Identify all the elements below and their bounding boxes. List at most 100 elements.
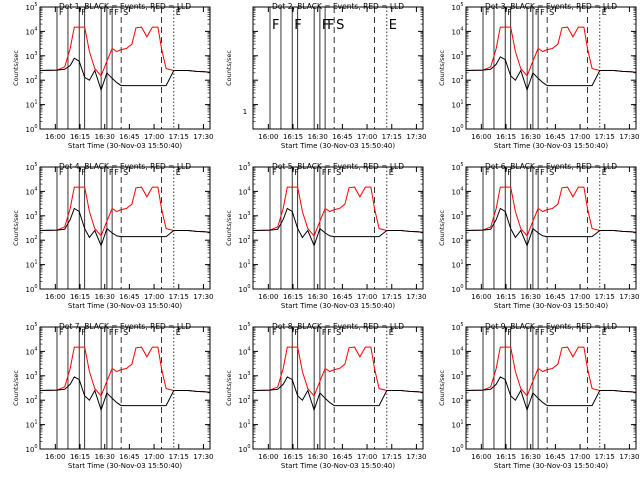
y-tick-exponent: 4	[247, 346, 250, 352]
y-tick-label: 10	[26, 262, 35, 270]
y-tick-exponent: 0	[460, 284, 463, 290]
x-axis-label: Start Time (30-Nov-03 15:50:40)	[281, 302, 395, 310]
marker-label: E	[176, 8, 181, 17]
x-tick-label: 16:30	[308, 293, 328, 301]
x-tick-label: 16:30	[521, 293, 541, 301]
x-tick-label: 16:15	[70, 133, 90, 141]
y-tick-exponent: 1	[460, 420, 463, 426]
y-tick-exponent: 0	[460, 124, 463, 130]
marker-label: E	[176, 328, 181, 337]
plot-frame	[252, 6, 424, 130]
y-tick-exponent: 3	[460, 211, 463, 217]
events-series-line	[40, 376, 210, 412]
x-tick-label: 17:15	[169, 453, 189, 461]
y-tick-label: 10	[26, 373, 35, 381]
y-tick-exponent: 4	[247, 186, 250, 192]
x-tick-label: 17:15	[382, 293, 402, 301]
x-tick-label: 17:15	[382, 453, 402, 461]
panel-title: Det 4, BLACK = Events, RED = LLD	[59, 162, 191, 171]
marker-label: S	[549, 168, 554, 177]
marker-label: F	[109, 328, 114, 337]
marker-label: E	[389, 18, 397, 33]
marker-label: F	[540, 168, 545, 177]
marker-label: F	[535, 8, 540, 17]
marker-label: F	[59, 168, 64, 177]
y-tick-exponent: 3	[34, 371, 37, 377]
series-group	[40, 26, 210, 92]
marker-label: F	[507, 8, 512, 17]
y-tick-label: 10	[239, 188, 248, 196]
y-tick-label: 10	[452, 237, 461, 245]
x-tick-label: 16:15	[496, 293, 516, 301]
x-tick-label: 16:45	[545, 293, 565, 301]
marker-label: S	[123, 328, 128, 337]
x-tick-label: 17:00	[570, 133, 590, 141]
y-tick-exponent: 2	[34, 235, 37, 241]
events-series-line	[253, 376, 423, 412]
y-axis-label: Counts/sec	[438, 210, 446, 246]
y-tick-label: 10	[26, 28, 35, 36]
y-tick-label: 10	[452, 286, 461, 294]
y-tick-label: 10	[452, 77, 461, 85]
panel-title: Det 7, BLACK = Events, RED = LLD	[59, 322, 191, 331]
panel-title: Det 3, BLACK = Events, RED = LLD	[485, 2, 617, 11]
y-tick-exponent: 0	[247, 444, 250, 450]
y-tick-label: 10	[452, 28, 461, 36]
marker-label: F	[81, 328, 86, 337]
marker-label: F	[540, 328, 545, 337]
y-tick-exponent: 5	[460, 322, 463, 328]
y-tick-exponent: 0	[34, 444, 37, 450]
y-tick-label: 10	[452, 53, 461, 61]
events-series-line	[253, 207, 423, 248]
marker-label: S	[336, 168, 341, 177]
y-tick-label: 1	[243, 108, 247, 116]
series-group	[466, 186, 636, 248]
x-tick-label: 16:30	[521, 453, 541, 461]
marker-label: F	[507, 168, 512, 177]
x-tick-label: 16:30	[308, 133, 328, 141]
events-series-line	[466, 207, 636, 248]
x-tick-label: 16:15	[496, 133, 516, 141]
y-tick-exponent: 1	[247, 420, 250, 426]
x-axis-label: Start Time (30-Nov-03 15:50:40)	[494, 302, 608, 310]
y-tick-exponent: 5	[247, 162, 250, 168]
y-tick-exponent: 2	[34, 75, 37, 81]
y-tick-exponent: 4	[460, 186, 463, 192]
marker-label: F	[327, 328, 332, 337]
marker-label: S	[123, 8, 128, 17]
y-tick-label: 10	[452, 373, 461, 381]
series-group	[40, 186, 210, 248]
y-tick-exponent: 1	[460, 100, 463, 106]
x-axis-label: Start Time (30-Nov-03 15:50:40)	[494, 462, 608, 470]
x-tick-label: 16:00	[471, 133, 491, 141]
plot-frame	[465, 166, 637, 290]
x-tick-label: 17:00	[357, 293, 377, 301]
y-tick-label: 10	[239, 373, 248, 381]
y-tick-label: 10	[26, 213, 35, 221]
x-tick-label: 17:00	[357, 453, 377, 461]
x-axis-label: Start Time (30-Nov-03 15:50:40)	[281, 462, 395, 470]
y-tick-exponent: 0	[34, 124, 37, 130]
y-axis-label: Counts/sec	[12, 210, 20, 246]
y-tick-label: 10	[452, 188, 461, 196]
y-tick-exponent: 0	[247, 284, 250, 290]
x-tick-label: 16:45	[332, 293, 352, 301]
marker-label: F	[485, 328, 490, 337]
y-tick-label: 10	[26, 4, 35, 12]
y-axis-label: Counts/sec	[225, 370, 233, 406]
detector-panel-2: 1 16:00 16:15 16:30 16:45 17:00 17:15 17:30 Coun…	[225, 2, 427, 150]
panel-title: Det 9, BLACK = Events, RED = LLD	[485, 322, 617, 331]
events-series-line	[466, 376, 636, 412]
x-axis-label: Start Time (30-Nov-03 15:50:40)	[68, 462, 182, 470]
marker-label: F	[485, 168, 490, 177]
x-tick-label: 17:00	[570, 453, 590, 461]
marker-label: F	[294, 328, 299, 337]
x-tick-label: 17:15	[595, 293, 615, 301]
marker-label: F	[327, 18, 334, 33]
